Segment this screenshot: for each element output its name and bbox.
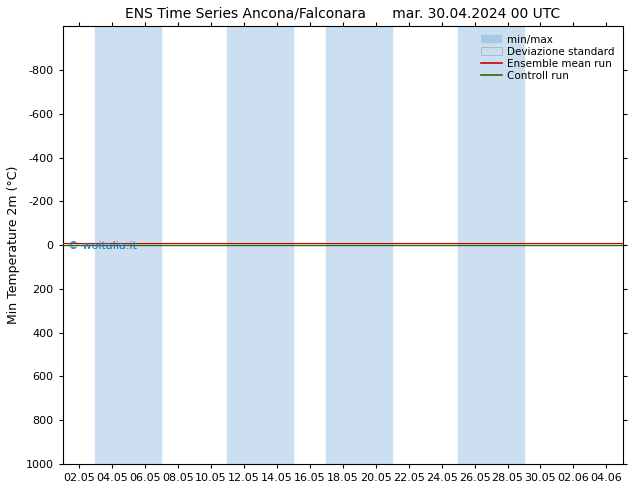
Y-axis label: Min Temperature 2m (°C): Min Temperature 2m (°C) bbox=[7, 166, 20, 324]
Bar bbox=[96, 26, 162, 464]
Bar bbox=[458, 26, 524, 464]
Legend: min/max, Deviazione standard, Ensemble mean run, Controll run: min/max, Deviazione standard, Ensemble m… bbox=[478, 31, 618, 84]
Bar bbox=[327, 26, 392, 464]
Bar bbox=[228, 26, 294, 464]
Text: © woitalia.it: © woitalia.it bbox=[68, 241, 137, 251]
Title: ENS Time Series Ancona/Falconara      mar. 30.04.2024 00 UTC: ENS Time Series Ancona/Falconara mar. 30… bbox=[125, 7, 560, 21]
